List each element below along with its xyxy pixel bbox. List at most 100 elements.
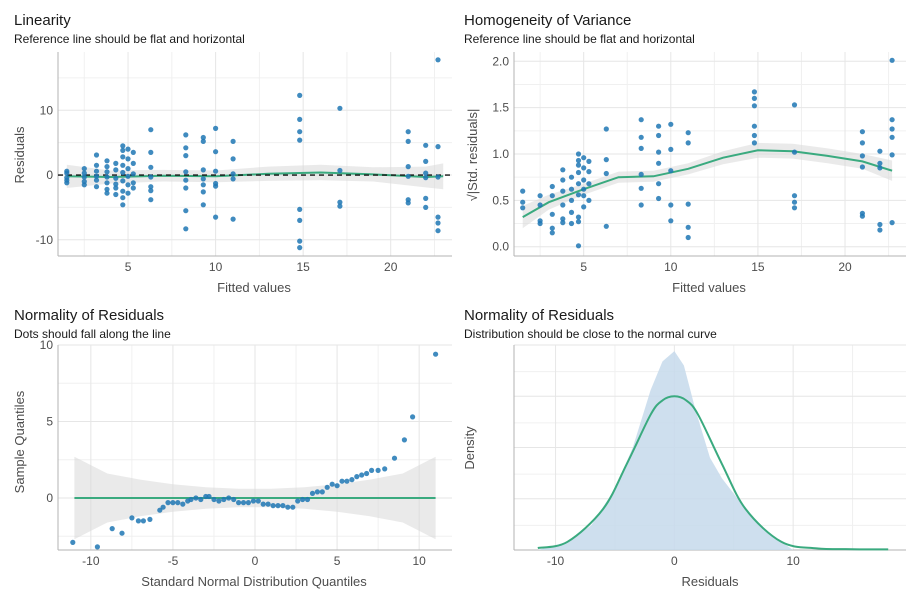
data-point <box>375 467 381 473</box>
data-point <box>285 504 291 510</box>
data-point <box>405 200 411 206</box>
panel-linearity: Linearity Reference line should be flat … <box>12 12 452 295</box>
smooth-line <box>522 149 893 218</box>
data-point <box>213 168 219 174</box>
data-point <box>160 504 166 510</box>
data-point <box>120 154 126 160</box>
data-point <box>147 516 153 523</box>
data-point <box>125 156 131 162</box>
data-point <box>104 174 110 180</box>
data-point <box>656 160 662 166</box>
x-tick-label: 0 <box>252 554 259 568</box>
y-tick-label: 10 <box>40 103 54 117</box>
data-point <box>113 160 119 166</box>
data-point <box>125 182 131 188</box>
data-point <box>581 193 587 199</box>
data-point <box>575 162 582 168</box>
data-point <box>324 484 330 490</box>
data-point <box>520 199 526 205</box>
data-point <box>120 143 126 149</box>
data-point <box>64 180 70 186</box>
data-point <box>877 160 883 166</box>
normal-curve <box>537 395 889 551</box>
x-tick-label: 15 <box>296 260 310 274</box>
x-tick-label: 10 <box>664 260 678 274</box>
data-point <box>231 496 237 503</box>
confidence-band <box>66 163 444 190</box>
data-point <box>685 224 691 230</box>
data-point <box>586 158 592 164</box>
data-point <box>148 149 154 155</box>
data-point <box>337 199 343 205</box>
data-point <box>183 145 189 151</box>
data-point <box>200 167 206 173</box>
data-point <box>297 206 303 212</box>
panel-1-plot-area: 5 10 15 20 -10 0 10 <box>36 52 452 274</box>
data-point <box>889 57 895 63</box>
x-tick-label: 15 <box>751 260 765 274</box>
data-point <box>877 221 883 228</box>
y-tick-label: 0 <box>46 491 53 505</box>
data-point <box>148 127 154 133</box>
data-point <box>120 169 126 176</box>
data-point <box>120 178 126 184</box>
data-point <box>656 132 662 139</box>
data-point <box>109 526 115 532</box>
data-point <box>586 169 592 175</box>
data-point <box>889 126 895 132</box>
data-point <box>236 500 242 506</box>
panel-4-title: Normality of Residuals <box>464 307 614 324</box>
data-point <box>638 202 644 208</box>
data-point <box>81 170 87 176</box>
data-point <box>206 493 212 500</box>
x-tick-label: 5 <box>580 260 587 274</box>
panel-2-y-axis-label: √|Std. residuals| <box>465 109 480 202</box>
data-point <box>859 129 866 135</box>
data-point <box>668 121 674 127</box>
data-point <box>130 149 136 155</box>
data-point <box>859 213 866 219</box>
data-point <box>791 149 798 155</box>
data-point <box>405 138 411 144</box>
data-point <box>603 126 609 132</box>
data-point <box>685 140 691 146</box>
y-tick-label: 1.5 <box>492 101 509 115</box>
y-tick-label: 0.0 <box>492 240 509 254</box>
data-point <box>120 147 126 153</box>
data-point <box>211 496 217 503</box>
panel-1-x-axis-label: Fitted values <box>217 280 291 295</box>
data-point <box>183 177 189 183</box>
data-point <box>575 214 582 220</box>
data-point <box>200 134 206 141</box>
data-point <box>81 182 87 188</box>
data-point <box>157 507 163 513</box>
data-point <box>751 123 758 129</box>
x-tick-label: 20 <box>838 260 852 274</box>
data-point <box>230 216 236 222</box>
data-point <box>93 168 100 174</box>
data-point <box>405 129 411 135</box>
data-point <box>270 503 276 509</box>
data-point <box>337 203 343 209</box>
data-point <box>560 167 566 173</box>
data-point <box>125 166 131 172</box>
data-point <box>791 193 798 199</box>
data-point <box>230 176 236 182</box>
data-point <box>581 186 587 192</box>
data-point <box>255 498 261 504</box>
data-point <box>581 165 587 171</box>
data-point <box>435 220 441 226</box>
data-point <box>638 171 644 177</box>
data-point <box>751 140 758 146</box>
data-point <box>213 125 219 131</box>
data-point <box>685 234 691 241</box>
data-point <box>183 153 189 159</box>
data-point <box>435 57 441 63</box>
panel-2-title: Homogeneity of Variance <box>464 12 631 29</box>
x-tick-label: 10 <box>412 554 426 568</box>
x-tick-label: 0 <box>671 554 678 568</box>
data-point <box>638 145 644 151</box>
data-point <box>213 149 219 155</box>
data-point <box>889 134 895 140</box>
x-tick-label: 10 <box>209 260 223 274</box>
